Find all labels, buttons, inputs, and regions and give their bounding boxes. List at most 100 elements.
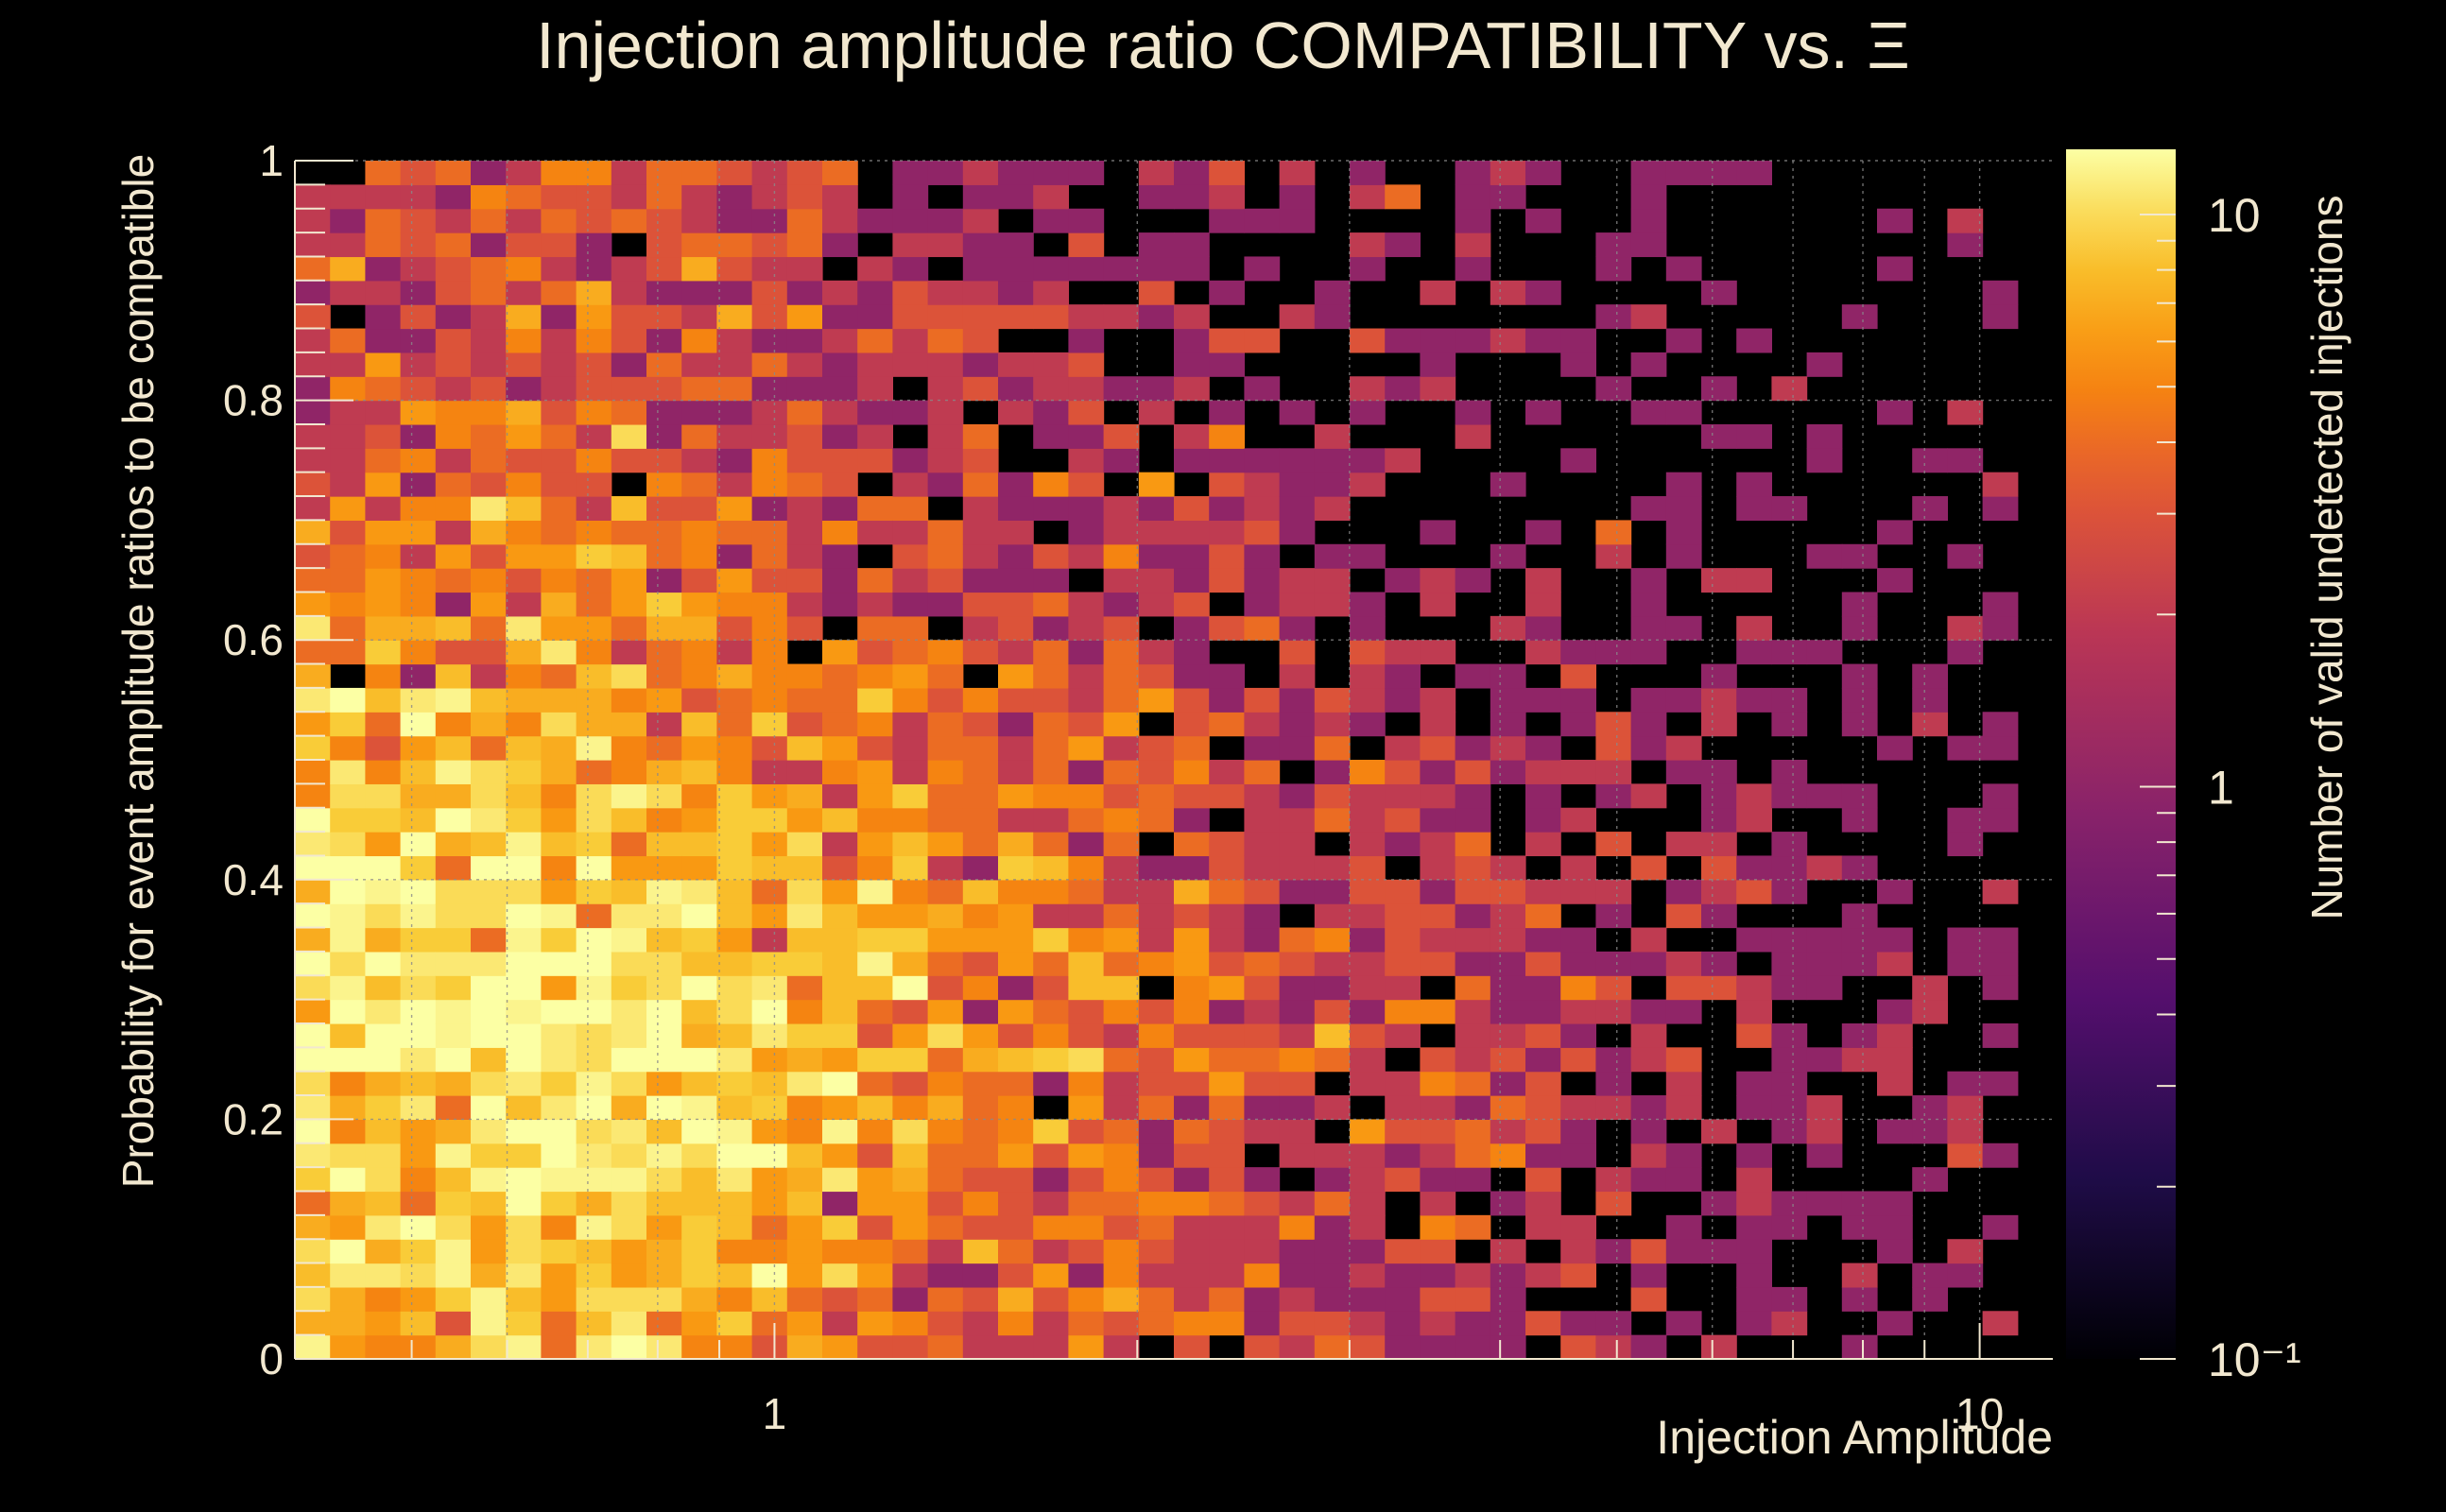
heatmap-cell (892, 879, 929, 904)
heatmap-cell (1420, 1095, 1456, 1120)
heatmap-cell (1033, 400, 1069, 425)
heatmap-cell (1982, 280, 2019, 305)
heatmap-cell (857, 1286, 893, 1312)
heatmap-cell (1314, 951, 1351, 976)
heatmap-cell (435, 1167, 472, 1193)
heatmap-cell (400, 352, 437, 377)
z-axis-label: Number of valid undetected injections (2302, 195, 2351, 919)
heatmap-cell (892, 472, 929, 497)
heatmap-cell (576, 376, 612, 402)
heatmap-cell (611, 1263, 647, 1288)
heatmap-cell (786, 448, 823, 473)
heatmap-cell (681, 1022, 717, 1048)
heatmap-cell (400, 1119, 437, 1144)
heatmap-cell (1806, 352, 1843, 377)
heatmap-cell (471, 687, 507, 713)
heatmap-cell (716, 1239, 753, 1264)
heatmap-cell (330, 472, 366, 497)
heatmap-cell (1033, 304, 1069, 330)
heatmap-cell (1736, 1311, 1772, 1336)
heatmap-cell (1630, 496, 1667, 521)
heatmap-cell (962, 1071, 999, 1096)
heatmap-cell (576, 543, 612, 569)
heatmap-cell (1841, 1334, 1878, 1360)
heatmap-cell (1806, 448, 1843, 473)
heatmap-cell (751, 423, 788, 449)
heatmap-cell (471, 1311, 507, 1336)
heatmap-cell (1033, 568, 1069, 593)
heatmap-cell (435, 1334, 472, 1360)
heatmap-cell (1350, 1286, 1386, 1312)
heatmap-cell (435, 1095, 472, 1120)
heatmap-cell (365, 832, 402, 857)
heatmap-cell (365, 161, 402, 185)
heatmap-cell (1279, 1191, 1316, 1216)
heatmap-cell (998, 1167, 1034, 1193)
heatmap-cell (751, 161, 788, 185)
heatmap-cell (1665, 1095, 1702, 1120)
heatmap-cell (998, 1191, 1034, 1216)
heatmap-cell (1068, 208, 1105, 233)
heatmap-cell (1103, 927, 1140, 953)
heatmap-cell (646, 280, 682, 305)
heatmap-cell (1525, 568, 1561, 593)
heatmap-cell (892, 448, 929, 473)
heatmap-cell (1385, 663, 1421, 689)
heatmap-cell (1244, 879, 1281, 904)
heatmap-cell (330, 1167, 366, 1193)
heatmap-cell (1771, 496, 1808, 521)
heatmap-cell (681, 1071, 717, 1096)
heatmap-cell (576, 208, 612, 233)
heatmap-cell (716, 1191, 753, 1216)
heatmap-cell (998, 1239, 1034, 1264)
heatmap-cell (681, 208, 717, 233)
heatmap-cell (1771, 1191, 1808, 1216)
heatmap-cell (1595, 783, 1632, 809)
heatmap-cell (1279, 1311, 1316, 1336)
heatmap-cell (646, 999, 682, 1024)
heatmap-cell (1630, 1143, 1667, 1168)
heatmap-cell (611, 783, 647, 809)
heatmap-cell (1560, 927, 1596, 953)
heatmap-cell (1630, 1334, 1667, 1360)
heatmap-cell (611, 951, 647, 976)
heatmap-cell (1877, 927, 1913, 953)
heatmap-cell (998, 280, 1034, 305)
heatmap-cell (365, 1239, 402, 1264)
heatmap-cell (576, 1286, 612, 1312)
heatmap-cell (1174, 735, 1210, 761)
heatmap-cell (365, 1119, 402, 1144)
heatmap-cell (1385, 879, 1421, 904)
heatmap-cell (892, 208, 929, 233)
heatmap-cell (786, 1263, 823, 1288)
heatmap-cell (857, 687, 893, 713)
heatmap-cell (1279, 1119, 1316, 1144)
heatmap-cell (822, 975, 858, 1001)
heatmap-cell (1701, 855, 1737, 881)
heatmap-cell (576, 783, 612, 809)
heatmap-cell (365, 423, 402, 449)
heatmap-cell (400, 615, 437, 641)
heatmap-cell (365, 448, 402, 473)
heatmap-cell (1560, 760, 1596, 784)
heatmap-cell (786, 615, 823, 641)
heatmap-cell (998, 927, 1034, 953)
heatmap-cell (471, 280, 507, 305)
heatmap-cell (962, 543, 999, 569)
heatmap-cell (1947, 1095, 1984, 1120)
heatmap-cell (541, 783, 577, 809)
heatmap-cell (998, 640, 1034, 665)
heatmap-cell (1490, 1311, 1526, 1336)
heatmap-cell (435, 496, 472, 521)
heatmap-cell (927, 1334, 964, 1360)
heatmap-cell (1314, 927, 1351, 953)
heatmap-cell (1736, 1263, 1772, 1288)
heatmap-cell (471, 999, 507, 1024)
heatmap-cell (751, 472, 788, 497)
heatmap-cell (1350, 832, 1386, 857)
heatmap-cell (892, 1071, 929, 1096)
heatmap-cell (1877, 1047, 1913, 1073)
heatmap-cell (716, 352, 753, 377)
heatmap-cell (1244, 832, 1281, 857)
heatmap-cell (330, 783, 366, 809)
